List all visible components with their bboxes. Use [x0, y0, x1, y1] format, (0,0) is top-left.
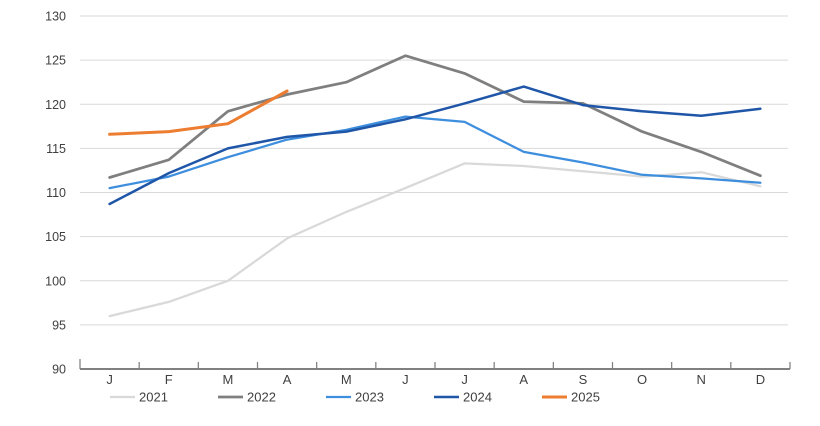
x-tick-label-9: O	[637, 372, 647, 387]
x-tick-label-8: S	[579, 372, 588, 387]
legend-label-2022: 2022	[247, 390, 276, 405]
y-tick-label-115: 115	[46, 142, 66, 156]
y-tick-label-105: 105	[45, 230, 66, 244]
x-tick-label-6: J	[461, 372, 468, 387]
y-tick-label-120: 120	[45, 98, 66, 112]
legend-label-2024: 2024	[463, 390, 492, 405]
series-line-2022	[108, 54, 762, 179]
x-tick-label-5: J	[402, 372, 409, 387]
x-tick-label-2: M	[222, 372, 233, 387]
series-line-2021	[108, 162, 762, 318]
x-tick-label-3: A	[283, 372, 292, 387]
series-line-2023	[108, 115, 762, 190]
legend-label-2023: 2023	[355, 390, 384, 405]
x-tick-label-1: F	[165, 372, 173, 387]
y-tick-label-125: 125	[45, 54, 66, 68]
y-tick-label-130: 130	[45, 10, 66, 24]
series-line-2024	[108, 85, 762, 206]
x-tick-label-7: A	[519, 372, 528, 387]
x-tick-label-11: D	[756, 372, 765, 387]
x-tick-label-0: J	[106, 372, 113, 387]
legend-label-2021: 2021	[139, 390, 168, 405]
y-tick-label-110: 110	[46, 186, 66, 200]
y-tick-label-90: 90	[52, 363, 66, 377]
x-tick-label-4: M	[341, 372, 352, 387]
y-tick-label-95: 95	[52, 318, 66, 332]
series-line-2025	[108, 89, 289, 136]
y-tick-label-100: 100	[45, 274, 66, 288]
x-tick-label-10: N	[697, 372, 706, 387]
legend-label-2025: 2025	[571, 390, 600, 405]
